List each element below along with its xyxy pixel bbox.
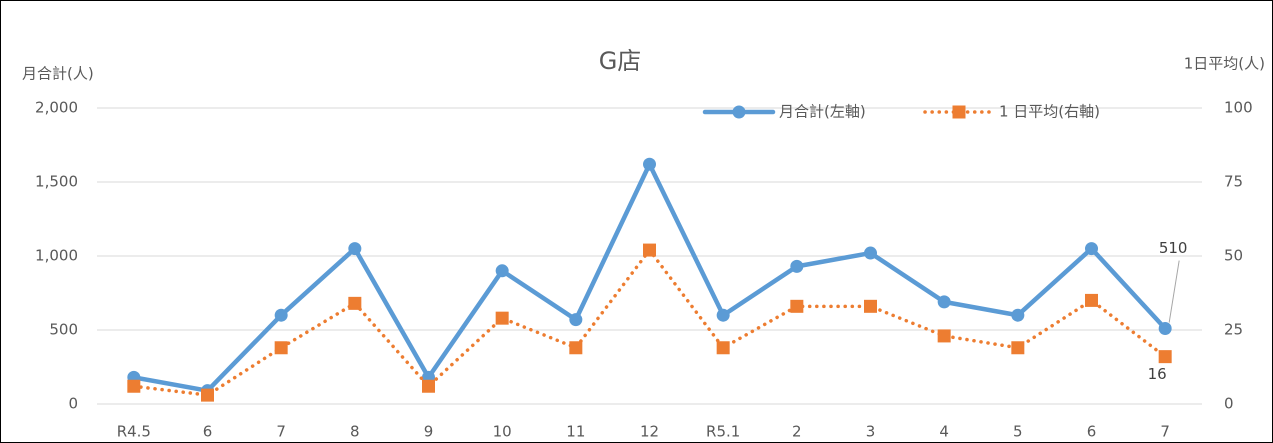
data-label: 510 — [1159, 239, 1188, 257]
point — [274, 341, 288, 355]
point — [1158, 350, 1172, 364]
point — [127, 379, 141, 393]
point — [643, 243, 656, 257]
x-tick-label: R4.5 — [117, 423, 151, 441]
point — [569, 313, 583, 327]
point — [937, 295, 951, 309]
x-tick-label: 7 — [276, 423, 286, 441]
point — [864, 299, 877, 313]
point — [569, 341, 583, 355]
x-tick-label: 5 — [1013, 423, 1023, 441]
point — [348, 296, 362, 310]
y-tick-label: 1,500 — [35, 173, 78, 191]
y2-tick-label: 25 — [1224, 321, 1243, 339]
y-tick-label: 1,000 — [35, 247, 78, 265]
y-tick-label: 0 — [68, 395, 78, 413]
point — [495, 264, 509, 278]
point — [201, 388, 214, 402]
y-tick-label: 500 — [49, 321, 78, 339]
leader-line — [1168, 260, 1180, 323]
point — [422, 379, 435, 393]
point — [643, 157, 656, 171]
x-tick-label: 2 — [792, 423, 802, 441]
point — [1011, 308, 1025, 322]
x-tick-label: 6 — [203, 423, 213, 441]
y2-tick-label: 50 — [1224, 247, 1243, 265]
point — [1158, 322, 1172, 336]
y-tick-label: 2,000 — [35, 99, 78, 117]
point — [790, 299, 804, 313]
point — [716, 308, 730, 322]
x-tick-label: 7 — [1160, 423, 1170, 441]
point — [1011, 341, 1025, 355]
point — [1085, 293, 1098, 307]
chart-title: G店 — [599, 47, 642, 75]
point — [274, 308, 288, 322]
x-tick-label: 11 — [566, 423, 585, 441]
point — [348, 242, 362, 256]
point — [790, 259, 804, 273]
y2-tick-label: 100 — [1224, 99, 1253, 117]
x-tick-label: 10 — [493, 423, 512, 441]
x-tick-label: 9 — [424, 423, 434, 441]
y2-axis-title: 1日平均(人) — [1184, 55, 1265, 73]
y2-tick-label: 0 — [1224, 395, 1234, 413]
data-label: 16 — [1148, 365, 1167, 383]
legend-marker — [952, 105, 966, 119]
legend-label: 月合計(左軸) — [779, 103, 866, 121]
point — [864, 246, 877, 260]
x-tick-label: 3 — [866, 423, 876, 441]
point — [937, 329, 951, 343]
point — [1085, 242, 1098, 256]
legend-label: 1 日平均(右軸) — [999, 103, 1100, 121]
x-tick-label: 8 — [350, 423, 360, 441]
x-tick-label: 4 — [939, 423, 949, 441]
point — [716, 341, 730, 355]
x-tick-label: 6 — [1087, 423, 1097, 441]
legend-marker — [732, 105, 746, 119]
point — [495, 311, 509, 325]
x-tick-label: R5.1 — [706, 423, 740, 441]
y-axis-title: 月合計(人) — [22, 65, 94, 83]
y2-tick-label: 75 — [1224, 173, 1243, 191]
x-tick-label: 12 — [640, 423, 659, 441]
